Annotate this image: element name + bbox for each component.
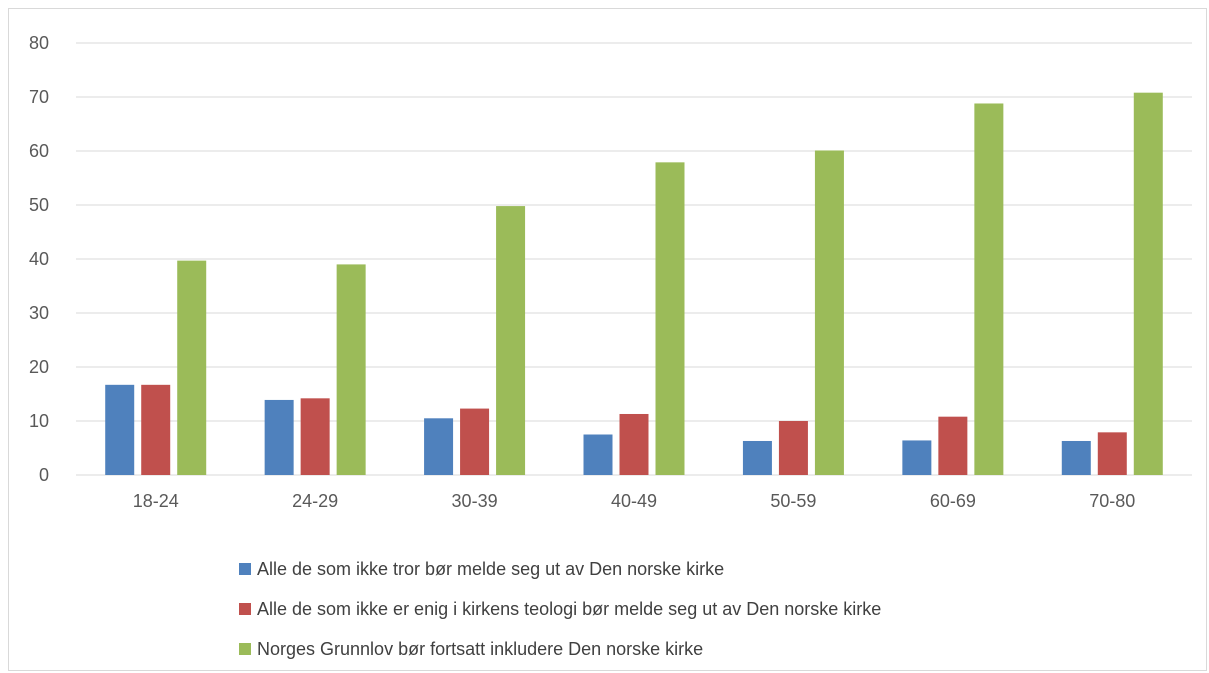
legend-swatch-series-3	[239, 643, 251, 655]
x-axis-tick-labels: 18-24 24-29 30-39 40-49 50-59 60-69 70-80	[133, 491, 1136, 511]
bar-series-3-60-69	[974, 103, 1004, 475]
x-tick-label: 40-49	[611, 491, 657, 511]
bar-series-2-60-69	[938, 416, 968, 475]
bar-series-1-60-69	[902, 440, 932, 475]
y-tick-label: 80	[29, 33, 49, 53]
legend-swatch-series-2	[239, 603, 251, 615]
legend-label-series-1: Alle de som ikke tror bør melde seg ut a…	[257, 558, 725, 579]
y-tick-label: 40	[29, 249, 49, 269]
bar-series-2-70-80	[1097, 432, 1127, 475]
y-tick-label: 20	[29, 357, 49, 377]
bar-chart: 0 10 20 30 40 50 60 70 80 18-24 24-29 30-39 40-49 50…	[29, 33, 1192, 511]
bar-series-1-30-39	[424, 418, 454, 475]
bar-series-2-18-24	[141, 384, 171, 475]
bar-series-3-70-80	[1133, 92, 1163, 476]
x-tick-label: 30-39	[452, 491, 498, 511]
y-tick-label: 0	[39, 465, 49, 485]
bar-series-1-40-49	[583, 434, 613, 475]
legend-swatch-series-1	[239, 563, 251, 575]
y-tick-label: 30	[29, 303, 49, 323]
x-tick-label: 70-80	[1089, 491, 1135, 511]
bar-series-2-24-29	[300, 398, 330, 475]
y-tick-label: 70	[29, 87, 49, 107]
bar-series-1-50-59	[742, 440, 772, 475]
bars	[105, 92, 1163, 476]
y-tick-label: 50	[29, 195, 49, 215]
legend-label-series-3: Norges Grunnlov bør fortsatt inkludere D…	[257, 638, 704, 659]
bar-series-1-18-24	[105, 384, 135, 475]
x-tick-label: 50-59	[770, 491, 816, 511]
bar-series-3-50-59	[814, 150, 844, 475]
bar-series-1-24-29	[264, 399, 294, 475]
bar-series-3-40-49	[655, 162, 685, 475]
gridlines	[76, 42, 1192, 476]
y-axis-tick-labels: 0 10 20 30 40 50 60 70 80	[29, 33, 49, 485]
legend-item-series-2: Alle de som ikke er enig i kirkens teolo…	[239, 589, 881, 629]
legend-item-series-3: Norges Grunnlov bør fortsatt inkludere D…	[239, 629, 881, 669]
bar-series-3-24-29	[336, 264, 366, 475]
legend-label-series-2: Alle de som ikke er enig i kirkens teolo…	[257, 598, 882, 619]
legend-item-series-1: Alle de som ikke tror bør melde seg ut a…	[239, 549, 881, 589]
legend: Alle de som ikke tror bør melde seg ut a…	[239, 549, 881, 669]
y-tick-label: 10	[29, 411, 49, 431]
bar-series-2-40-49	[619, 413, 649, 475]
chart-frame: 0 10 20 30 40 50 60 70 80 18-24 24-29 30-39 40-49 50…	[8, 8, 1207, 671]
bar-series-2-50-59	[778, 421, 808, 475]
bar-series-3-30-39	[496, 206, 526, 475]
bar-series-1-70-80	[1061, 440, 1091, 475]
x-tick-label: 24-29	[292, 491, 338, 511]
bar-series-2-30-39	[460, 408, 490, 475]
x-tick-label: 18-24	[133, 491, 179, 511]
x-tick-label: 60-69	[930, 491, 976, 511]
bar-series-3-18-24	[177, 260, 207, 475]
y-tick-label: 60	[29, 141, 49, 161]
